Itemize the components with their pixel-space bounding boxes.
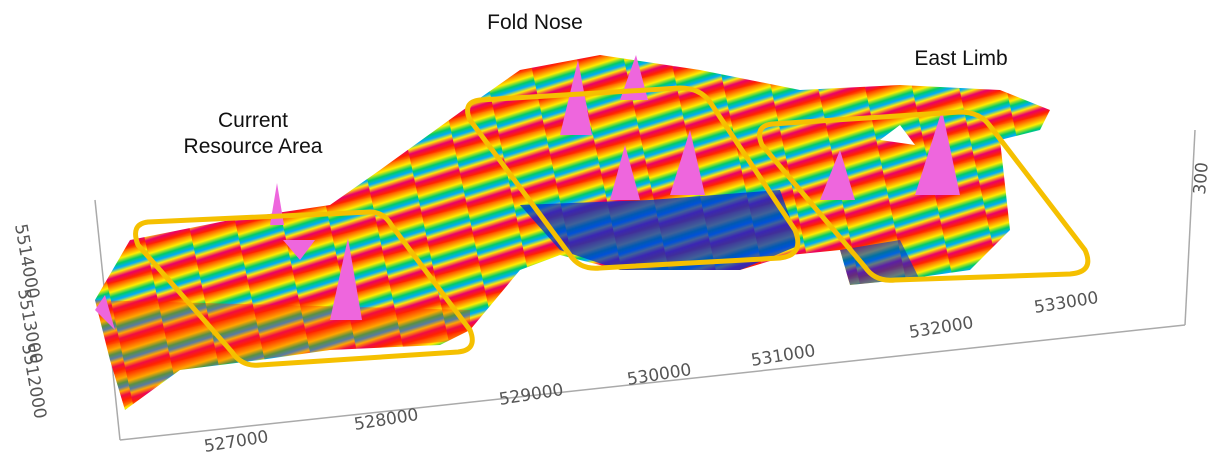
easting-tick-label: 530000 bbox=[626, 360, 693, 390]
current-resource-label-line2: Resource Area bbox=[183, 135, 323, 158]
east-limb-label: East Limb bbox=[914, 47, 1008, 70]
easting-tick-label: 527000 bbox=[203, 427, 270, 457]
easting-tick-label: 533000 bbox=[1033, 288, 1100, 318]
current-resource-label-line1: Current bbox=[217, 109, 289, 132]
northing-axis: 5514000 5513000 5512000 bbox=[10, 222, 50, 420]
easting-tick-label: 528000 bbox=[353, 405, 420, 435]
current-resource-area-label: Current Resource Area bbox=[168, 108, 338, 160]
current-resource-box bbox=[133, 209, 475, 368]
highlight-boxes bbox=[133, 85, 1091, 368]
east-limb-box bbox=[757, 109, 1091, 283]
fold-nose-label: Fold Nose bbox=[487, 11, 583, 34]
easting-tick-label: 532000 bbox=[908, 313, 975, 343]
fold-nose-box bbox=[465, 85, 801, 271]
z-axis: 300 bbox=[1190, 161, 1213, 195]
easting-tick-label: 529000 bbox=[498, 380, 565, 410]
z-tick-label: 300 bbox=[1190, 161, 1213, 195]
